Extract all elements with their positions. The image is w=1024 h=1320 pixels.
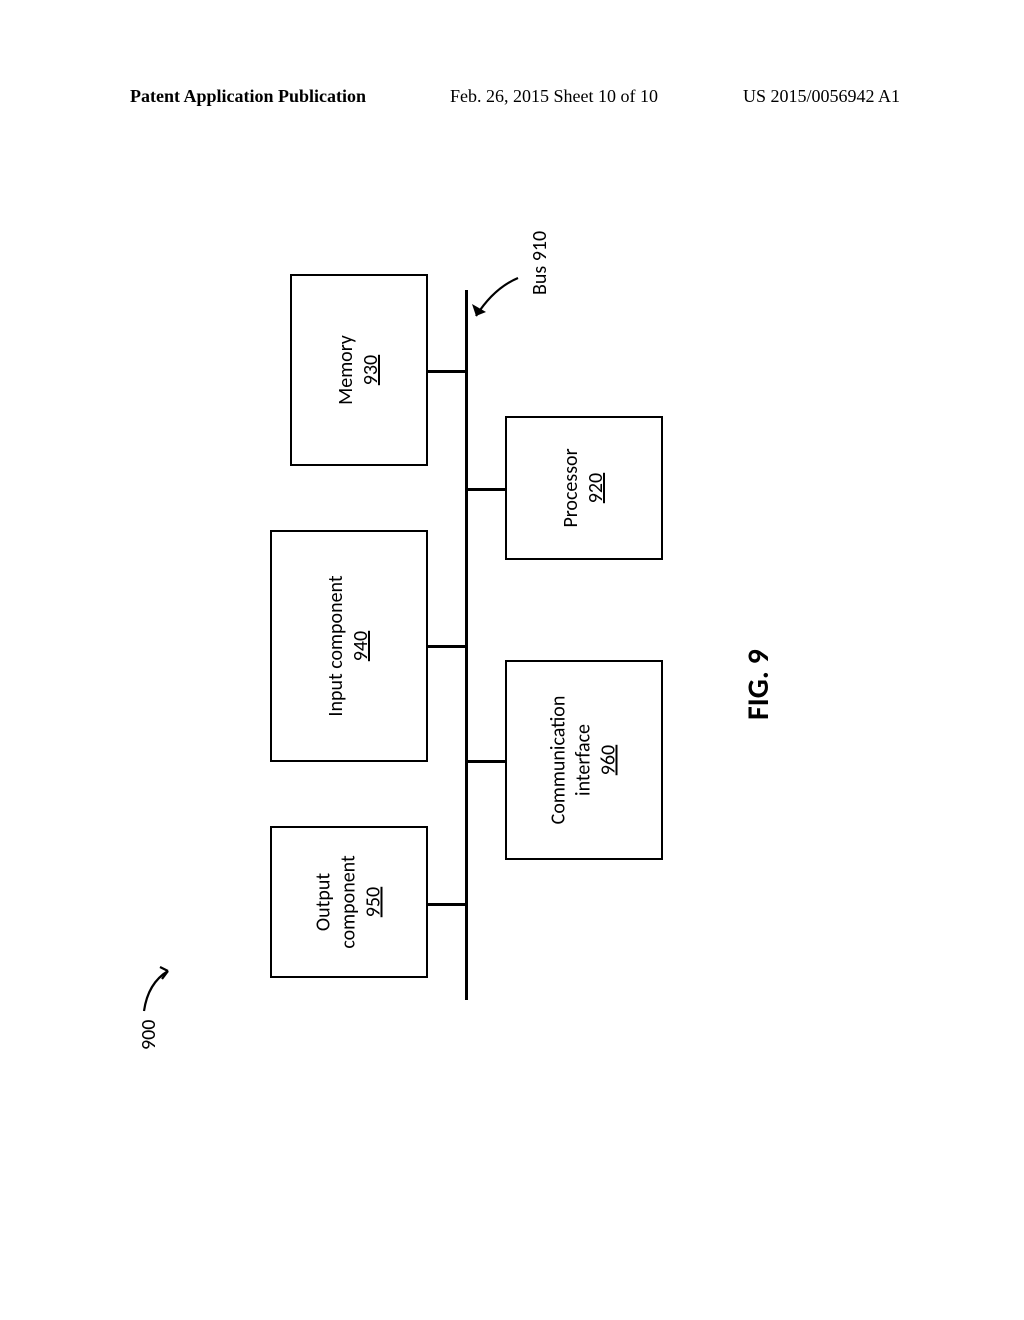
comm-num: 960 [597,745,621,775]
output-l1: Output [312,873,336,931]
block-memory: Memory 930 [290,274,428,466]
bus-label: Bus 910 [528,231,552,295]
figure-ref-number: 900 [137,1020,161,1050]
bus-stub-processor [465,488,505,491]
block-comm: Communication interface 960 [505,660,663,860]
comm-l1: Communication [547,696,571,825]
ref-arrow-icon [138,963,182,1013]
block-processor-label: Processor 920 [559,448,609,527]
processor-num: 920 [584,473,608,503]
bus-stub-memory [426,370,466,373]
memory-num: 930 [359,355,383,385]
output-num: 950 [362,887,386,917]
comm-l2: interface [572,724,596,796]
header-left: Patent Application Publication [130,86,366,106]
bus-stub-output [426,903,466,906]
block-input-label: Input component 940 [324,575,374,716]
block-output-label: Output component 950 [312,855,387,948]
bus-arrow-icon [468,274,526,328]
block-output: Output component 950 [270,826,428,978]
input-num: 940 [349,631,373,661]
input-name: Input component [324,575,348,716]
block-memory-label: Memory 930 [334,335,384,405]
header-right: US 2015/0056942 A1 [743,86,900,107]
page-header: Patent Application Publication Feb. 26, … [130,86,900,110]
bus-stub-comm [465,760,505,763]
header-mid: Feb. 26, 2015 Sheet 10 of 10 [450,86,658,107]
block-processor: Processor 920 [505,416,663,560]
block-input: Input component 940 [270,530,428,762]
bus-stub-input [426,645,466,648]
figure-canvas: 900 Memory 930 Input component 940 [130,200,900,1100]
page: Patent Application Publication Feb. 26, … [0,0,1024,1320]
output-l2: component [337,855,361,948]
block-comm-label: Communication interface 960 [547,696,622,825]
processor-name: Processor [559,448,583,527]
memory-name: Memory [334,335,358,405]
figure-label: FIG. 9 [740,649,777,720]
